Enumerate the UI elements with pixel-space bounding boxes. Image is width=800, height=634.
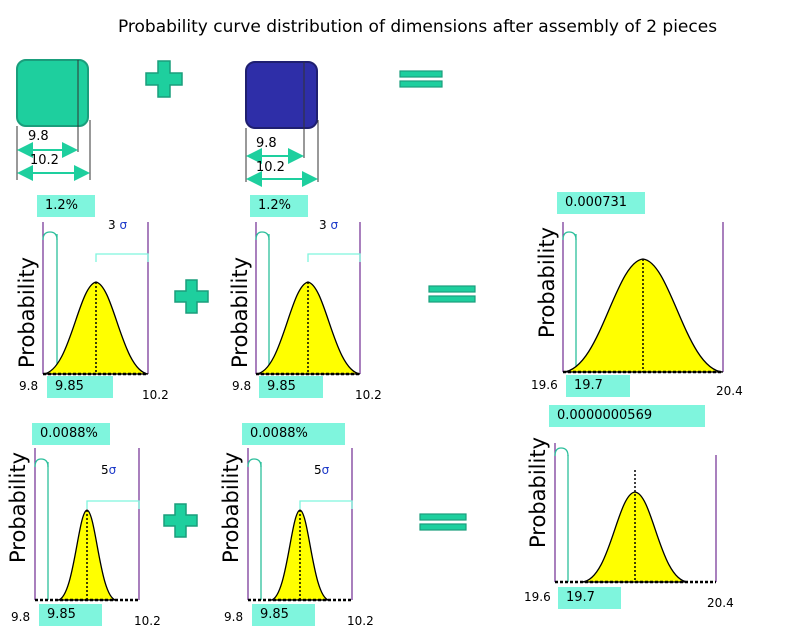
row2-mid-xmean: 9.85 bbox=[252, 604, 315, 626]
plus-icon-row1 bbox=[174, 279, 209, 314]
row2-mid-xmax: 10.2 bbox=[347, 614, 374, 628]
row1-mid-xmax: 10.2 bbox=[355, 388, 382, 402]
row1-left-ylabel: Probability bbox=[15, 256, 39, 368]
row1-mid-sigma-label: 3 σ bbox=[319, 218, 339, 232]
row2-right-xmax: 20.4 bbox=[707, 596, 734, 610]
row2-mid-tail-tag: 0.0088% bbox=[242, 423, 345, 445]
equals-icon-row1 bbox=[428, 285, 476, 303]
row1-mid-ylabel: Probability bbox=[228, 256, 252, 368]
piece1-block bbox=[16, 59, 89, 127]
piece1-outer-dim-label: 10.2 bbox=[30, 153, 59, 168]
piece2-block bbox=[245, 61, 318, 129]
row2-mid-ylabel: Probability bbox=[219, 451, 243, 563]
piece2-inner-dim-label: 9.8 bbox=[256, 136, 277, 151]
piece1-inner-dim-label: 9.8 bbox=[28, 129, 49, 144]
row2-right-xmean: 19.7 bbox=[558, 587, 621, 609]
row1-left-xmax: 10.2 bbox=[142, 388, 169, 402]
row2-mid-xmin: 9.8 bbox=[224, 610, 244, 624]
row1-right-xmax: 20.4 bbox=[716, 384, 743, 398]
row2-right-plot bbox=[554, 443, 717, 584]
row1-mid-xmin: 9.8 bbox=[232, 379, 252, 393]
row2-left-tail-tag: 0.0088% bbox=[32, 423, 110, 445]
row2-right-tail-tag: 0.0000000569 bbox=[549, 405, 705, 427]
row2-left-plot bbox=[34, 448, 140, 602]
row2-right-ylabel: Probability bbox=[526, 436, 550, 548]
row1-left-xmean: 9.85 bbox=[47, 376, 113, 398]
row1-left-sigma-label: 3 σ bbox=[108, 218, 128, 232]
row2-mid-sigma-label: 5σ bbox=[314, 463, 330, 477]
row1-right-ylabel: Probability bbox=[535, 226, 559, 338]
row1-left-tail-tag: 1.2% bbox=[37, 195, 95, 217]
row1-mid-tail-tag: 1.2% bbox=[250, 195, 308, 217]
row2-left-xmin: 9.8 bbox=[11, 610, 31, 624]
row2-left-xmax: 10.2 bbox=[134, 614, 161, 628]
row1-mid-plot bbox=[255, 222, 361, 376]
equals-icon-row2 bbox=[419, 513, 467, 531]
equals-icon-top bbox=[399, 70, 443, 88]
row2-left-ylabel: Probability bbox=[6, 451, 30, 563]
row1-right-tail-tag: 0.000731 bbox=[557, 192, 645, 214]
row1-right-xmin: 19.6 bbox=[531, 378, 558, 392]
row1-left-plot bbox=[42, 222, 149, 376]
row1-mid-xmean: 9.85 bbox=[259, 376, 323, 398]
row1-left-xmin: 9.8 bbox=[19, 379, 39, 393]
row1-right-xmean: 19.7 bbox=[566, 375, 630, 397]
row2-left-xmean: 9.85 bbox=[39, 604, 102, 626]
row2-mid-plot bbox=[247, 448, 353, 602]
row1-right-plot bbox=[562, 222, 724, 374]
row2-left-sigma-label: 5σ bbox=[101, 463, 117, 477]
diagram-title: Probability curve distribution of dimens… bbox=[117, 17, 718, 37]
row2-right-xmin: 19.6 bbox=[524, 590, 551, 604]
plus-icon-top bbox=[145, 60, 183, 98]
piece2-outer-dim-label: 10.2 bbox=[256, 160, 285, 175]
plus-icon-row2 bbox=[163, 503, 198, 538]
